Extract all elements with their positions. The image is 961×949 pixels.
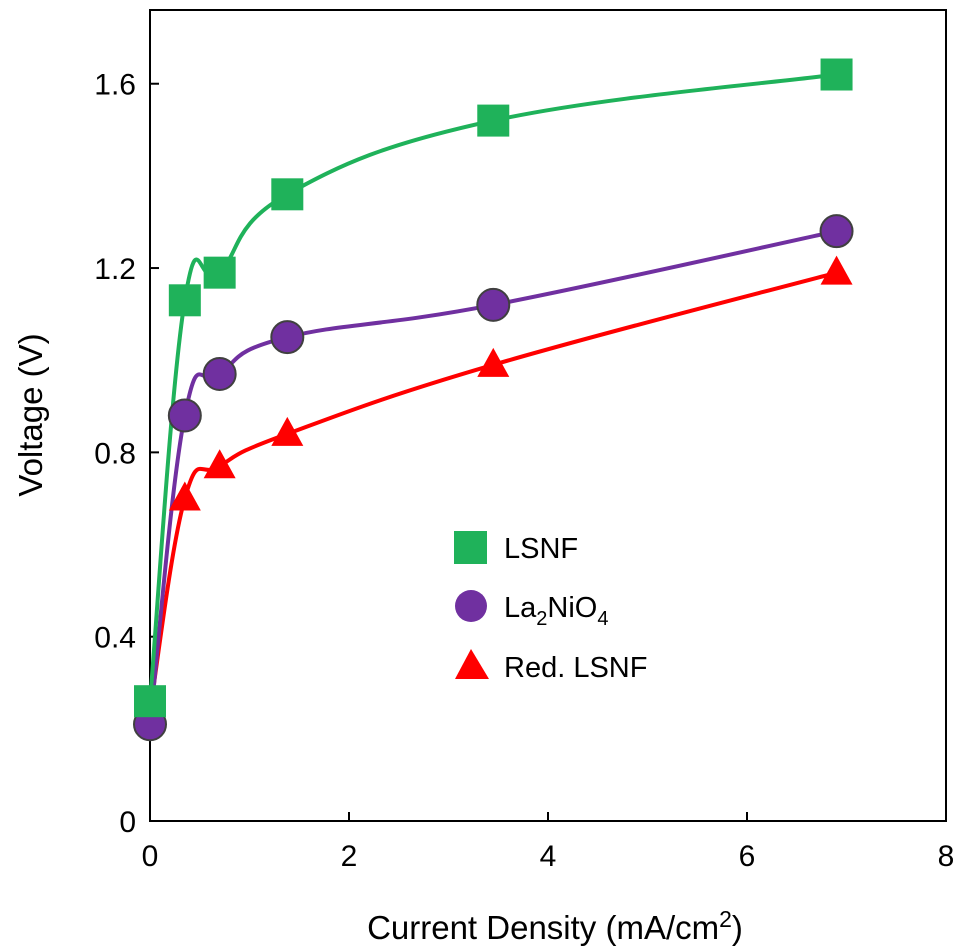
- y-axis-title: Voltage (V): [12, 333, 49, 496]
- y-tick-label: 1.6: [94, 69, 136, 102]
- data-point-la2nio4: [477, 289, 509, 321]
- data-point-la2nio4: [821, 215, 853, 247]
- x-axis-title-tail: ): [732, 909, 743, 946]
- data-point-la2nio4: [169, 400, 201, 432]
- data-point-red-lsnf: [821, 256, 853, 285]
- x-tick-label: 4: [540, 840, 557, 873]
- data-point-lsnf: [169, 284, 201, 316]
- y-tick-label: 0.4: [94, 622, 136, 655]
- x-tick-label: 2: [341, 840, 358, 873]
- data-point-la2nio4: [204, 358, 236, 390]
- data-point-lsnf: [204, 257, 236, 289]
- series-line-triangle: [150, 273, 837, 711]
- legend-label-la2nio4-sub1: 2: [536, 608, 547, 630]
- x-tick-label: 0: [142, 840, 159, 873]
- data-point-lsnf: [134, 685, 166, 717]
- data-point-lsnf: [271, 178, 303, 210]
- series-line-square: [150, 75, 837, 702]
- legend-marker-lsnf: [454, 531, 487, 564]
- legend: LSNF La2NiO4 Red. LSNF: [454, 531, 647, 684]
- data-point-lsnf: [477, 105, 509, 137]
- legend-marker-red-lsnf: [455, 649, 489, 679]
- x-tick-label: 6: [739, 840, 756, 873]
- legend-label-red-lsnf: Red. LSNF: [504, 652, 647, 684]
- x-tick-label: 8: [938, 840, 955, 873]
- x-axis-title-superscript: 2: [719, 906, 732, 932]
- y-tick-label: 0.8: [94, 437, 136, 470]
- legend-label-la2nio4-sub2: 4: [597, 608, 608, 630]
- legend-label-la2nio4-part2: NiO: [547, 592, 597, 624]
- legend-label-la2nio4-part1: La: [504, 592, 537, 624]
- data-point-lsnf: [821, 59, 853, 91]
- legend-label-lsnf: LSNF: [504, 533, 578, 565]
- legend-label-la2nio4: La2NiO4: [504, 592, 608, 630]
- x-axis-title-main: Current Density (mA/cm: [367, 909, 719, 946]
- data-point-la2nio4: [271, 321, 303, 353]
- x-axis-title: Current Density (mA/cm2): [367, 906, 743, 946]
- legend-marker-la2nio4: [455, 590, 487, 622]
- y-tick-label: 0: [119, 806, 136, 839]
- series-layer: [134, 59, 853, 741]
- data-point-red-lsnf: [204, 449, 236, 478]
- plot-frame: [150, 10, 946, 821]
- y-tick-label: 1.2: [94, 253, 136, 286]
